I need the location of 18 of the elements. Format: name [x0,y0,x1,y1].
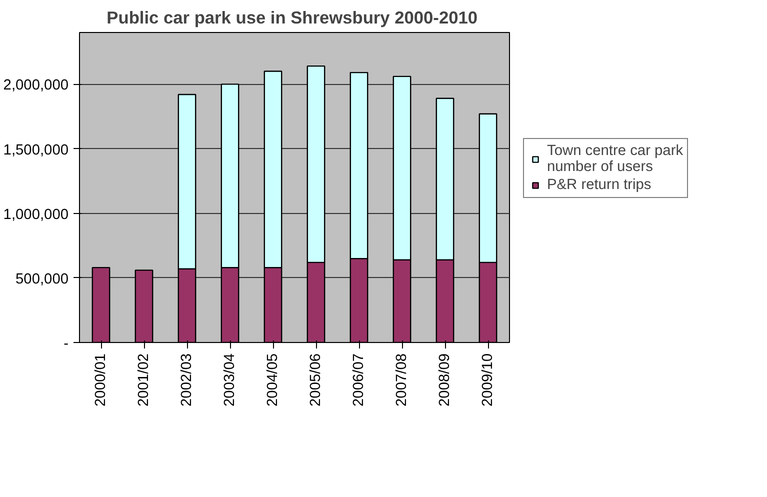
chart-title: Public car park use in Shrewsbury 2000-2010 [106,8,478,28]
x-tick-label: 2007/08 [394,353,410,406]
legend-label: P&R return trips [547,176,652,192]
y-tick-label: 1,000,000 [3,206,68,223]
y-tick-label: 1,500,000 [3,142,68,158]
x-tick-label: 2005/06 [308,353,324,406]
x-tick-label: 2004/05 [265,353,281,406]
x-tick-label: 2002/03 [179,353,195,406]
y-tick-label: - [64,336,69,352]
x-tick-label: 2000/01 [93,353,109,406]
x-tick-label: 2001/02 [136,353,152,406]
y-tick-label: 2,000,000 [3,78,68,94]
x-tick-label: 2006/07 [351,353,367,406]
legend-label: Town centre car park number of users [547,142,684,174]
x-tick-label: 2009/10 [480,353,496,406]
x-tick-label: 2008/09 [437,353,453,406]
x-tick-label: 2003/04 [222,353,238,406]
y-tick-label: 500,000 [16,271,69,288]
